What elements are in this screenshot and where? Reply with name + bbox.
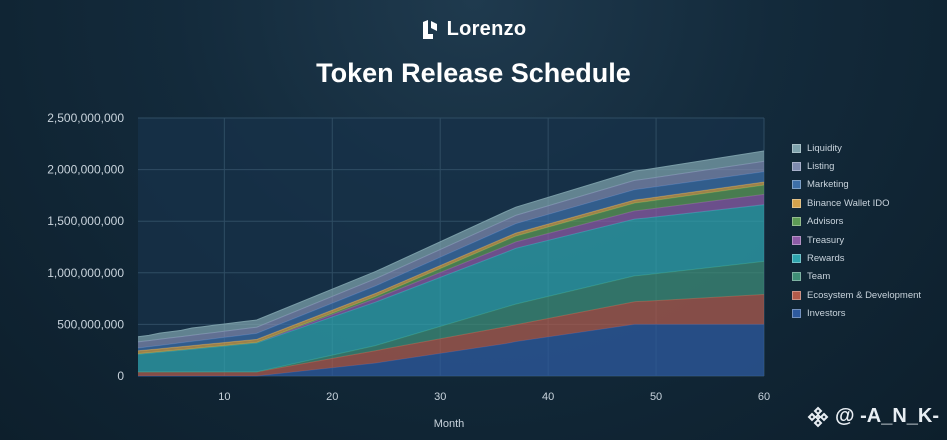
x-tick-label: 20 (326, 391, 338, 403)
legend-swatch (792, 290, 801, 300)
area-liquidity (138, 151, 764, 342)
brand-logo: Lorenzo (0, 18, 947, 46)
legend-swatch (792, 254, 801, 264)
x-tick-label: 10 (218, 391, 230, 403)
legend-label: Investors (807, 308, 846, 320)
chart-legend: Liquidity Listing Marketing Binance Wallet … (792, 139, 921, 323)
area-listing (138, 161, 764, 349)
chart-title: Token Release Schedule (316, 58, 631, 88)
legend-label: Marketing (807, 179, 849, 191)
axes: 0 500,000,000 1,000,000,000 1,500,000,000 2,… (47, 111, 770, 403)
watermark: @ -A_N_K- (807, 405, 939, 428)
legend-label: Listing (807, 161, 835, 173)
watermark-text: @ -A_N_K- (835, 405, 939, 427)
legend-label: Ecosystem & Development (807, 289, 922, 301)
legend-item-advisors: Advisors (792, 213, 921, 231)
x-tick-label: 60 (758, 391, 770, 403)
legend-item-treasury: Treasury (792, 231, 921, 249)
legend-label: Advisors (807, 216, 844, 228)
legend-item-ecosystem-development: Ecosystem & Development (792, 286, 921, 304)
brand-name: Lorenzo (446, 18, 527, 40)
area-marketing (138, 171, 764, 351)
legend-swatch (792, 162, 801, 172)
legend-item-listing: Listing (792, 157, 921, 175)
legend-item-rewards: Rewards (792, 249, 921, 267)
legend-label: Liquidity (807, 142, 842, 154)
legend-item-marketing: Marketing (792, 176, 921, 194)
legend-swatch (792, 272, 801, 282)
legend-label: Rewards (807, 253, 845, 265)
legend-swatch (792, 143, 801, 153)
area-series (137, 150, 765, 377)
legend-swatch (792, 198, 801, 208)
legend-swatch (792, 217, 801, 227)
area-advisors (138, 185, 764, 354)
legend-label: Team (807, 271, 831, 283)
legend-swatch (792, 180, 801, 190)
legend-item-team: Team (792, 268, 921, 286)
area-team (138, 261, 764, 372)
area-ecosystem-development (138, 294, 764, 376)
legend-item-binance-wallet-ido: Binance Wallet IDO (792, 194, 921, 212)
legend-item-investors: Investors (792, 305, 921, 323)
x-tick-label: 30 (434, 391, 446, 403)
lorenzo-logo-icon (422, 19, 437, 39)
area-treasury (138, 194, 764, 355)
line-liquidity (137, 150, 765, 338)
y-tick-label: 2,500,000,000 (47, 111, 124, 125)
y-tick-label: 0 (117, 369, 124, 383)
legend-item-liquidity: Liquidity (792, 139, 921, 157)
y-tick-label: 1,000,000,000 (47, 266, 124, 280)
legend-swatch (792, 235, 801, 245)
x-axis-label: Month (434, 418, 465, 430)
area-investors (138, 324, 764, 376)
x-tick-label: 50 (650, 391, 662, 403)
y-tick-label: 500,000,000 (57, 317, 124, 331)
y-tick-label: 1,500,000,000 (47, 214, 124, 228)
legend-label: Binance Wallet IDO (807, 197, 890, 209)
y-tick-label: 2,000,000,000 (47, 163, 124, 177)
legend-swatch (792, 309, 801, 319)
binance-diamond-icon (807, 406, 829, 427)
legend-label: Treasury (807, 234, 845, 246)
x-tick-label: 40 (542, 391, 554, 403)
